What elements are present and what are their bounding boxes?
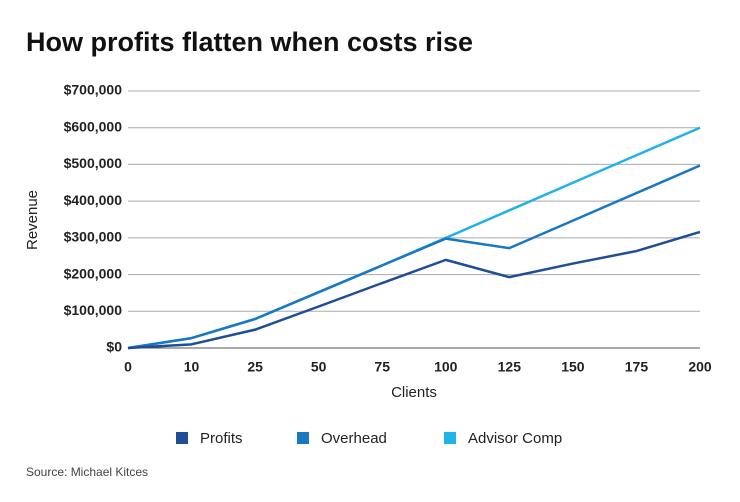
y-tick-label: $700,000: [64, 82, 123, 98]
y-tick-label: $200,000: [64, 265, 123, 281]
line-series: [127, 164, 701, 350]
y-tick-label: $0: [106, 339, 122, 355]
y-axis-label: Revenue: [24, 190, 41, 250]
x-axis-label: Clients: [391, 384, 437, 401]
x-tick-label: 0: [124, 359, 132, 375]
y-tick-label: $400,000: [64, 192, 123, 208]
source: Source: Michael Kitces: [26, 465, 148, 479]
legend-swatch: [176, 432, 188, 444]
y-tick-label: $100,000: [64, 302, 123, 318]
y-tick-label: $500,000: [64, 155, 123, 171]
x-tick-label: 175: [625, 359, 649, 375]
line-series: [127, 230, 701, 350]
x-tick-label: 100: [434, 359, 458, 375]
chart-title: How profits flatten when costs rise: [26, 27, 473, 57]
legend-swatch: [297, 432, 309, 444]
legend-label: Overhead: [321, 430, 387, 447]
y-tick-label: $300,000: [64, 229, 123, 245]
x-tick-label: 200: [688, 359, 712, 375]
x-tick-label: 150: [561, 359, 585, 375]
legend-label: Advisor Comp: [468, 430, 562, 447]
x-tick-label: 50: [311, 359, 327, 375]
legend-label: Profits: [200, 430, 243, 447]
x-tick-label: 25: [247, 359, 263, 375]
x-tick-label: 10: [184, 359, 200, 375]
legend-swatch: [444, 432, 456, 444]
x-tick-label: 125: [498, 359, 522, 375]
x-tick-label: 75: [374, 359, 390, 375]
y-tick-label: $600,000: [64, 118, 123, 134]
